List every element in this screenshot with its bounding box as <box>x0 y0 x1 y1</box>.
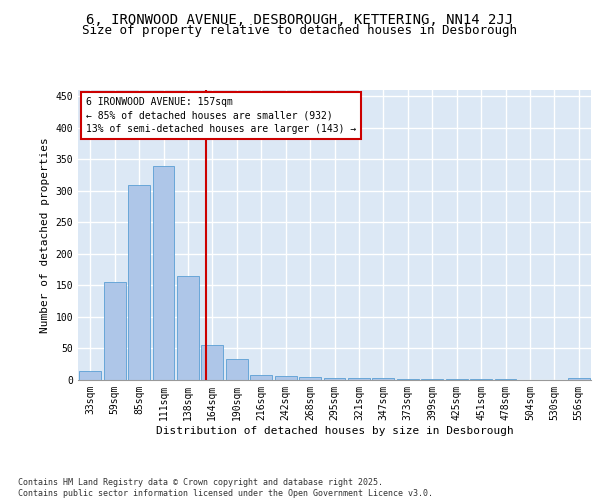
Bar <box>568 378 590 380</box>
Bar <box>299 377 321 380</box>
X-axis label: Distribution of detached houses by size in Desborough: Distribution of detached houses by size … <box>155 426 514 436</box>
Bar <box>177 276 199 380</box>
Bar <box>250 375 272 380</box>
Bar <box>275 376 296 380</box>
Bar <box>104 282 125 380</box>
Text: 6, IRONWOOD AVENUE, DESBOROUGH, KETTERING, NN14 2JJ: 6, IRONWOOD AVENUE, DESBOROUGH, KETTERIN… <box>86 12 514 26</box>
Bar <box>152 166 175 380</box>
Bar <box>373 378 394 380</box>
Bar <box>128 184 150 380</box>
Text: Contains HM Land Registry data © Crown copyright and database right 2025.
Contai: Contains HM Land Registry data © Crown c… <box>18 478 433 498</box>
Bar <box>397 378 419 380</box>
Bar <box>348 378 370 380</box>
Bar <box>421 378 443 380</box>
Text: 6 IRONWOOD AVENUE: 157sqm
← 85% of detached houses are smaller (932)
13% of semi: 6 IRONWOOD AVENUE: 157sqm ← 85% of detac… <box>86 97 356 134</box>
Bar <box>226 359 248 380</box>
Bar <box>79 370 101 380</box>
Y-axis label: Number of detached properties: Number of detached properties <box>40 137 50 333</box>
Text: Size of property relative to detached houses in Desborough: Size of property relative to detached ho… <box>83 24 517 37</box>
Bar <box>323 378 346 380</box>
Bar <box>202 346 223 380</box>
